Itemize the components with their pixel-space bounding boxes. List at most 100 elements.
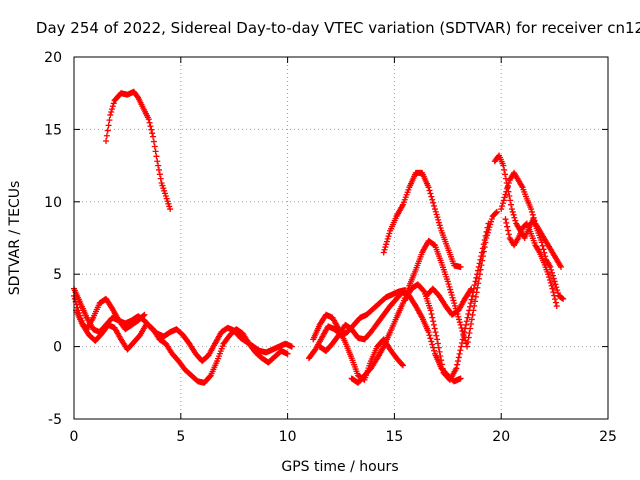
data-point [108, 109, 115, 116]
data-point [502, 171, 509, 178]
data-point [550, 289, 557, 296]
data-point [468, 296, 475, 303]
data-point [431, 202, 438, 209]
data-point [150, 133, 157, 140]
data-point [552, 296, 559, 303]
data-point [425, 329, 432, 336]
data-point [152, 148, 159, 155]
data-point [429, 341, 436, 348]
data-point [427, 190, 434, 197]
data-point [549, 269, 556, 276]
y-tick-label: -5 [48, 412, 62, 428]
data-point [456, 319, 463, 326]
x-tick-label: 5 [176, 429, 185, 445]
data-point [445, 281, 452, 288]
data-point [471, 282, 478, 289]
series-arc-7 [316, 288, 464, 385]
data-point [436, 348, 443, 355]
series-arc-11 [423, 285, 475, 318]
data-point [461, 329, 468, 336]
data-point [530, 214, 537, 221]
data-point [528, 208, 535, 215]
data-point [500, 197, 507, 204]
data-point [478, 253, 485, 260]
data-point [505, 231, 512, 238]
y-tick-label: 10 [44, 195, 62, 211]
data-point [545, 271, 552, 278]
data-point [455, 354, 462, 361]
data-point [555, 290, 562, 297]
data-point [471, 302, 478, 309]
data-point [459, 336, 466, 343]
data-point [106, 117, 113, 124]
data-point [477, 256, 484, 263]
data-point [104, 127, 111, 134]
data-point [456, 350, 463, 357]
data-point [383, 241, 390, 248]
data-point [466, 303, 473, 310]
data-point [474, 271, 481, 278]
series-arc-13 [498, 169, 565, 270]
data-point [475, 263, 482, 270]
data-point [156, 171, 163, 178]
data-point [109, 103, 116, 110]
data-point [540, 246, 547, 253]
data-point [148, 126, 155, 133]
x-tick-label: 20 [492, 429, 510, 445]
data-point [431, 347, 438, 354]
data-point [103, 132, 110, 139]
data-point [550, 275, 557, 282]
data-point [551, 292, 558, 299]
data-point [503, 219, 510, 226]
data-point [558, 263, 565, 270]
data-point [155, 162, 162, 169]
plot-frame [73, 56, 609, 420]
data-point [431, 325, 438, 332]
data-point [504, 223, 511, 230]
data-point [153, 153, 160, 160]
data-point [430, 321, 437, 328]
data-point [476, 260, 483, 267]
data-point [464, 314, 471, 321]
data-point [506, 193, 513, 200]
data-point [288, 343, 295, 350]
data-point [539, 242, 546, 249]
data-point [167, 206, 174, 213]
data-point [426, 332, 433, 339]
data-point [432, 329, 439, 336]
data-point [483, 228, 490, 235]
data-point [428, 193, 435, 200]
data-point [510, 211, 517, 218]
data-point [560, 295, 567, 302]
data-point [149, 130, 156, 137]
data-point [467, 325, 474, 332]
data-point [476, 275, 483, 282]
data-point [463, 318, 470, 325]
data-point [554, 287, 561, 294]
data-point [499, 203, 506, 210]
data-point [468, 320, 475, 327]
data-point [546, 276, 553, 283]
series-arc-4 [71, 292, 148, 333]
data-point [438, 357, 445, 364]
data-point [140, 312, 147, 319]
series-arc-8 [348, 208, 500, 386]
data-point [553, 303, 560, 310]
data-point [466, 307, 473, 314]
data-point [505, 182, 512, 189]
data-point [457, 321, 464, 328]
data-point [503, 188, 510, 195]
y-tick-label: 0 [53, 340, 62, 356]
data-point [457, 375, 464, 382]
data-point [454, 358, 461, 365]
data-point [141, 311, 148, 318]
series-arc-1 [103, 88, 174, 213]
data-point [549, 272, 556, 279]
data-point [493, 208, 500, 215]
x-axis-label: GPS time / hours [281, 459, 398, 475]
data-point [548, 282, 555, 289]
data-point [472, 278, 479, 285]
data-point [472, 298, 479, 305]
data-point [472, 293, 479, 300]
